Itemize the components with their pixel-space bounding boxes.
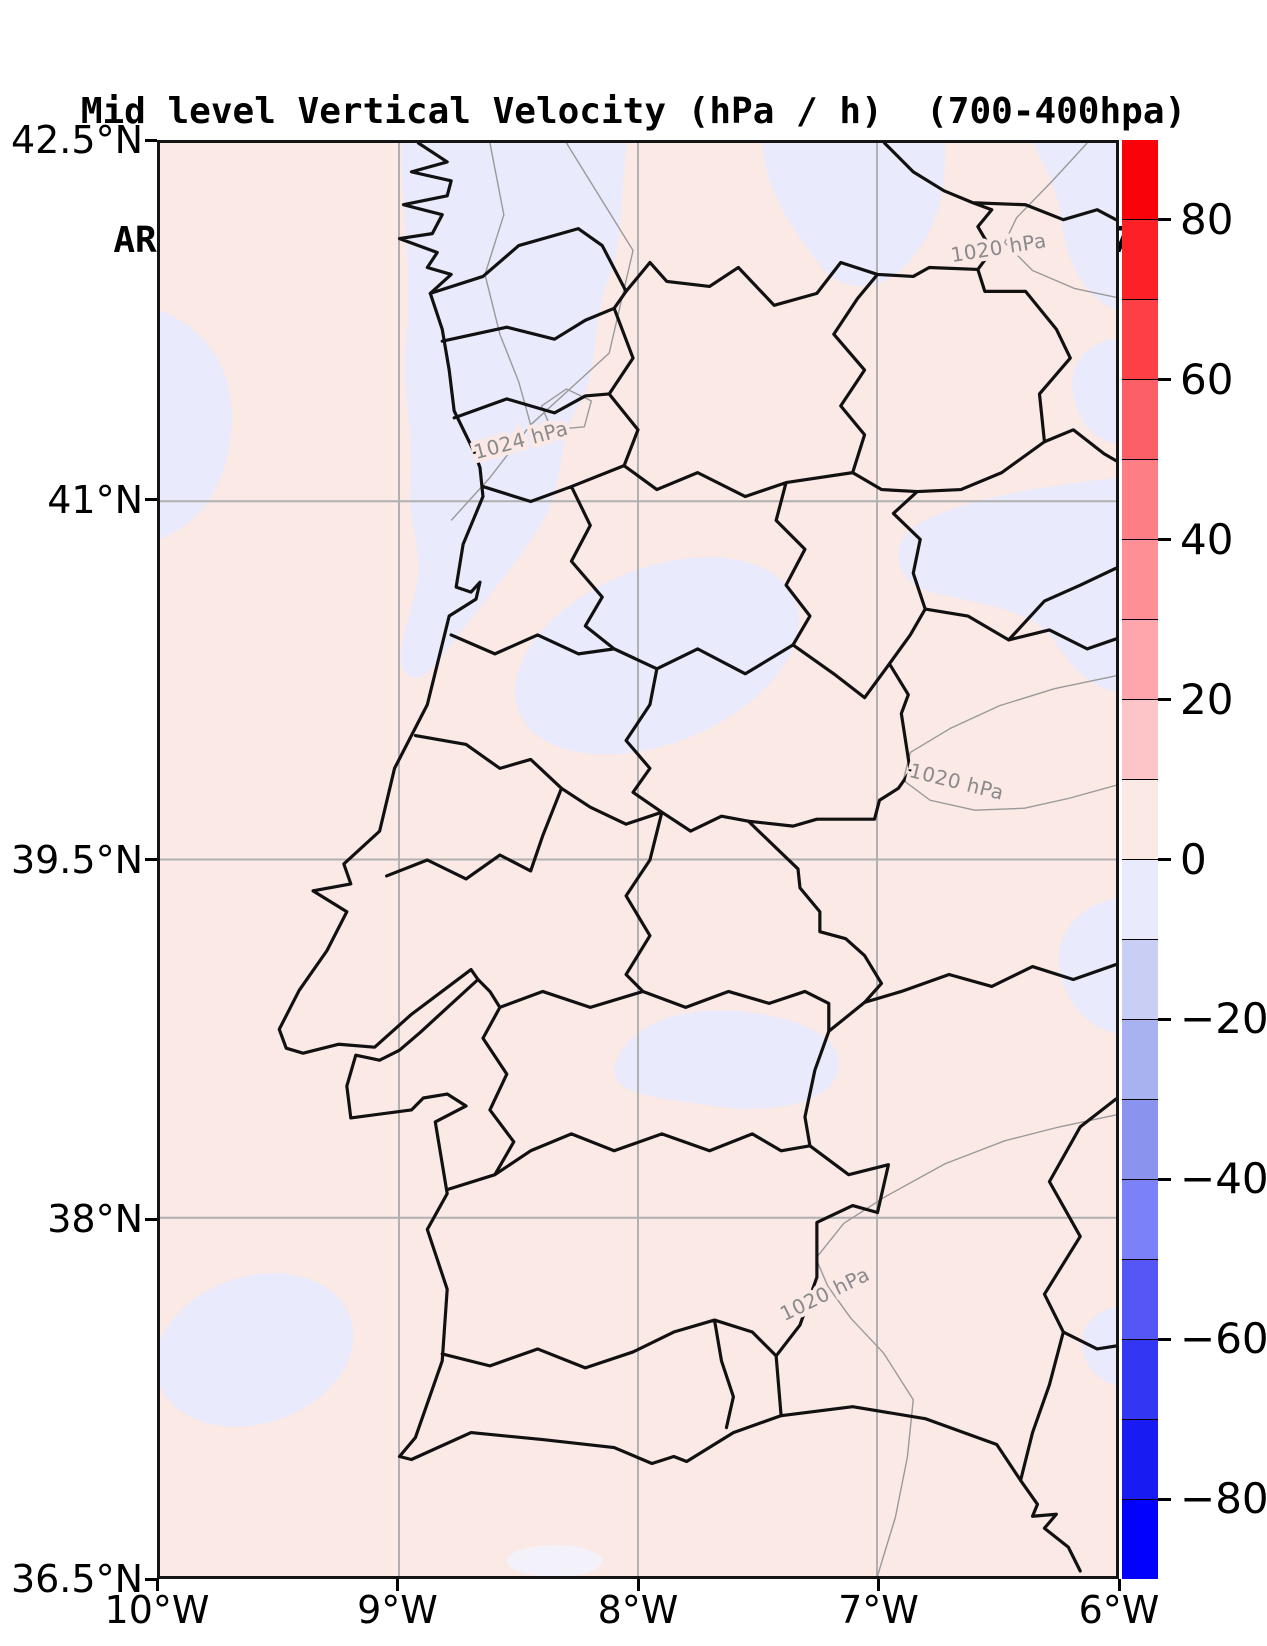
x-tick-label: 8°W	[597, 1588, 679, 1632]
patch-right-edge-37n	[1081, 1306, 1116, 1385]
colorbar-segment	[1122, 1499, 1158, 1579]
x-tick-mark	[396, 1579, 399, 1591]
isobar-1020-center	[902, 675, 1116, 811]
colorbar-tick-label: 0	[1180, 834, 1207, 884]
colorbar-segment	[1122, 539, 1158, 619]
x-tick-label: 6°W	[1078, 1588, 1160, 1632]
district-boundaries	[384, 272, 919, 1430]
patch-viseu	[514, 557, 799, 755]
portugal-spain-border	[428, 227, 1072, 1418]
negative-velocity-patches	[160, 143, 1116, 1576]
y-tick-mark	[145, 1217, 157, 1221]
x-tick-label: 9°W	[357, 1588, 438, 1632]
colorbar-tick-label: −60	[1180, 1314, 1267, 1364]
colorbar-segment	[1122, 219, 1158, 299]
y-tick-label: 41°N	[47, 477, 143, 522]
y-tick-mark	[145, 498, 157, 502]
y-tick-mark	[145, 1577, 157, 1581]
latitude-gridlines	[160, 500, 1116, 1219]
y-tick-label: 38°N	[47, 1197, 143, 1242]
patch-ne-corner	[1032, 143, 1116, 311]
map-canvas: 1024 hPa 1020 hPa 1020 hPa 1020 hPa	[160, 143, 1116, 1576]
colorbar-segment	[1122, 779, 1158, 859]
patch-sw-corner	[160, 1273, 354, 1427]
colorbar-segment	[1122, 379, 1158, 459]
colorbar-tick-label: −40	[1180, 1154, 1267, 1204]
patch-spanish-border-40n	[898, 477, 1116, 692]
patch-tras-os-montes	[762, 143, 946, 287]
colorbar-tick-label: −80	[1180, 1474, 1267, 1524]
x-tick-label: 10°W	[104, 1588, 210, 1632]
colorbar-segment	[1122, 619, 1158, 699]
colorbar-tick-label: 60	[1180, 354, 1234, 404]
isobar-label-1020-south: 1020 hPa	[776, 1263, 873, 1326]
x-tick-mark	[155, 1579, 159, 1591]
admin-boundaries	[277, 143, 1116, 1573]
x-tick-mark	[636, 1579, 640, 1591]
y-tick-label: 42.5°N	[10, 118, 143, 162]
colorbar-segment	[1122, 1419, 1158, 1499]
x-tick-mark	[1117, 1579, 1121, 1591]
colorbar-tick-mark	[1158, 1017, 1171, 1021]
patch-right-edge-39n	[1058, 897, 1116, 1034]
colorbar-segment	[1122, 859, 1158, 939]
colorbar-segment	[1122, 1019, 1158, 1099]
coastline	[277, 143, 1082, 1573]
colorbar-tick-mark	[1158, 1177, 1171, 1181]
colorbar-segment	[1122, 939, 1158, 1019]
colorbar-segment	[1122, 140, 1158, 219]
isobar-1024-coastal	[484, 143, 532, 426]
x-tick-mark	[877, 1579, 880, 1591]
colorbar-tick-mark	[1158, 218, 1171, 222]
colorbar	[1122, 140, 1158, 1579]
colorbar-tick-label: 80	[1180, 194, 1234, 244]
isobar-label-1020-ne: 1020 hPa	[949, 229, 1048, 267]
patch-evora	[614, 1010, 839, 1109]
patch-nw-coast	[401, 143, 628, 678]
patch-south-faint	[506, 1545, 603, 1576]
colorbar-segment	[1122, 299, 1158, 379]
colorbar-segment	[1122, 1099, 1158, 1179]
map-plot-area: 1024 hPa 1020 hPa 1020 hPa 1020 hPa	[157, 140, 1119, 1579]
patch-right-edge-41n	[1072, 338, 1116, 444]
isobar-closed-cell	[540, 388, 592, 431]
spain-province-boundaries	[862, 143, 1116, 1482]
colorbar-segment	[1122, 1339, 1158, 1419]
colorbar-segment	[1122, 1259, 1158, 1339]
y-tick-mark	[145, 138, 157, 142]
colorbar-tick-mark	[1158, 378, 1171, 382]
isobar-1020-south	[815, 1114, 1116, 1576]
colorbar-segment	[1122, 699, 1158, 779]
isobar-1024-inland	[450, 143, 634, 521]
colorbar-tick-mark	[1158, 858, 1171, 861]
colorbar-tick-label: 40	[1180, 514, 1234, 564]
colorbar-tick-mark	[1158, 1497, 1171, 1501]
colorbar-tick-mark	[1158, 698, 1171, 702]
colorbar-tick-mark	[1158, 1337, 1171, 1341]
colorbar-segment	[1122, 459, 1158, 539]
isobar-label-1020-center: 1020 hPa	[907, 759, 1006, 805]
colorbar-tick-mark	[1158, 538, 1171, 542]
patch-left-edge-41n	[160, 310, 232, 540]
y-tick-mark	[145, 858, 157, 861]
x-tick-label: 7°W	[838, 1588, 919, 1632]
latlon-gridlines	[160, 143, 1116, 1576]
colorbar-segment	[1122, 1179, 1158, 1259]
isobar-1020-northeast	[1004, 143, 1116, 299]
colorbar-tick-label: 20	[1180, 674, 1234, 724]
y-tick-label: 39.5°N	[10, 837, 143, 882]
colorbar-tick-label: −20	[1180, 994, 1267, 1044]
y-tick-label: 36.5°N	[10, 1557, 143, 1601]
figure-title: Mid level Vertical Velocity (hPa / h) (7…	[80, 91, 1187, 132]
